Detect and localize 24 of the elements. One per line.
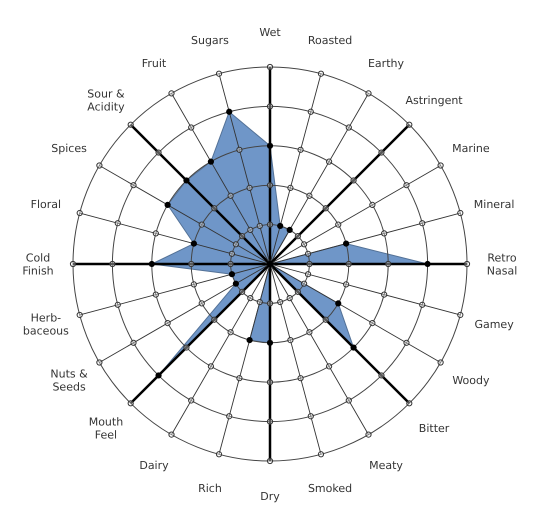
spoke-label: Earthy: [368, 57, 404, 70]
spoke-label: Mineral: [474, 198, 514, 211]
spoke-label: Bitter: [418, 422, 450, 436]
spoke-label: Roasted: [308, 34, 352, 47]
spoke-label: Dairy: [139, 458, 170, 472]
spoke-label: Nuts & Seeds: [50, 368, 88, 394]
spoke-label: Sugars: [190, 34, 230, 47]
spoke-label: Dry: [260, 490, 280, 503]
spoke-label: Spices: [51, 142, 88, 155]
spoke-label: Retro Nasal: [486, 252, 518, 278]
spoke-label: Rich: [198, 482, 222, 496]
spoke-label: Sour & Acidity: [87, 87, 126, 114]
spoke-label: Herb-baceous: [22, 312, 70, 338]
spoke-label: Fruit: [142, 57, 167, 70]
spoke-label: Woody: [452, 374, 490, 387]
spoke-label: Floral: [30, 198, 62, 211]
spoke-label: Mouth Feel: [88, 416, 124, 442]
spoke-label: Wet: [259, 26, 282, 39]
spoke-label: Cold Finish: [22, 252, 54, 278]
spoke-label: Smoked: [308, 482, 352, 496]
spoke-label: Marine: [452, 142, 490, 155]
spoke-label: Astringent: [405, 94, 464, 107]
spoke-label: Meaty: [369, 458, 404, 472]
spoke-label: Gamey: [474, 318, 514, 332]
